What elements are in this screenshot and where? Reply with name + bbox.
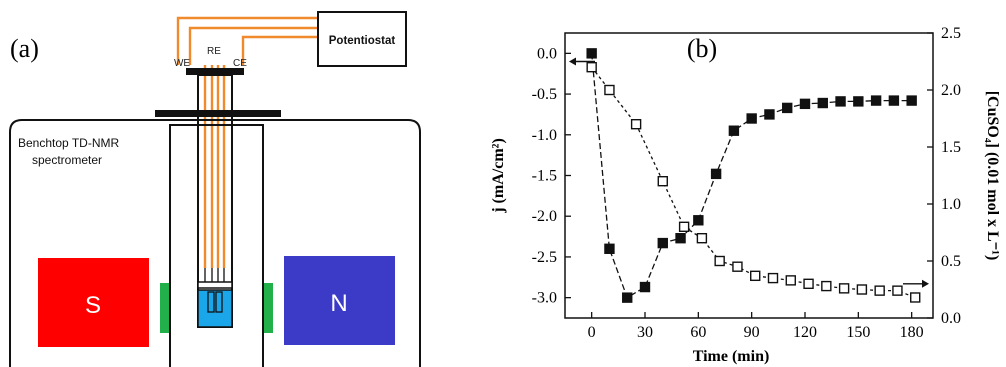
y-left-tick-label: 0.0 [537,45,557,62]
series-2-line [591,66,916,299]
we-label: WE [174,58,190,69]
magnet-s [38,258,149,347]
magnet-s-label: S [85,292,101,319]
concentration-point [714,255,725,267]
y-right-tick-label: 0.5 [941,253,961,270]
electrode-wires [176,16,318,268]
current-density-point [835,96,846,107]
concentration-point [750,270,761,282]
spectrometer-label-line1: Benchtop TD-NMR [18,136,119,150]
electrode-tips [204,268,225,313]
panel-b-label: (b) [687,34,717,63]
x-tick-label: 90 [744,324,760,341]
current-density-point [728,125,740,136]
x-tick-label: 30 [637,324,653,341]
current-density-point [710,168,722,180]
current-density-point [906,95,917,106]
x-axis-title: Time (min) [693,348,770,365]
y-right-tick-label: 1.0 [941,196,961,213]
y-left-tick-label: -0.5 [532,86,557,103]
current-density-point [604,243,615,254]
right-axis-arrowhead [922,279,929,288]
y-right-tick-label: 0.0 [941,310,961,327]
current-density-point [675,232,686,244]
electrolyte-cell [197,289,233,328]
concentration-point [910,292,921,303]
cell-cap [186,68,244,75]
potentiostat-box [317,11,407,67]
left-axis-arrowhead [569,57,576,66]
spectrometer-body [9,119,421,367]
concentration-point [821,280,832,292]
plot-frame [564,32,934,319]
current-density-point [888,95,900,106]
y-left-tick-label: -3.0 [532,290,557,307]
panel-a-label: (a) [10,34,39,63]
x-tick-label: 60 [690,324,706,341]
concentration-point [892,285,903,296]
concentration-point [785,275,796,286]
current-density-point [817,97,828,109]
re-label: RE [207,46,221,57]
x-tick-label: 180 [900,324,924,341]
concentration-point [732,261,743,272]
x-tick-label: 120 [793,324,817,341]
current-density-point [622,292,633,303]
magnet-n [284,256,395,345]
y-right-axis-title: [CuSO₄] (0.01 mol x L⁻¹) [984,91,1001,261]
nmr-setup-diagram: (a) Potentiostat WE RE CE Benchtop TD-NM… [9,11,421,367]
magnet-n-label: N [330,290,347,317]
concentration-point [678,221,690,233]
shim-right [264,283,273,333]
magnet-bore [169,124,264,367]
y-right-tick-label: 2.5 [941,25,961,42]
concentration-point [604,84,615,96]
y-left-tick-label: -1.5 [532,168,557,185]
concentration-point [856,284,868,295]
current-density-point [657,237,668,249]
current-density-point [799,98,811,110]
ce-label: CE [233,58,247,69]
current-density-point [693,215,704,226]
current-density-point [586,48,597,59]
shim-left [160,283,169,333]
y-right-tick-label: 2.0 [941,82,961,99]
top-plate [155,110,281,117]
concentration-point [874,285,885,296]
concentration-point [657,175,668,187]
y-left-tick-label: -2.5 [532,249,557,266]
y-left-tick-label: -1.0 [532,127,557,144]
current-concentration-chart: (b) 0 30 60 90 120 150 180 0.0 -0.5 -1.0 -1.5 -2.0 -2… [490,25,1001,365]
current-density-point [764,109,775,120]
potentiostat-label: Potentiostat [329,35,396,47]
series-1-line [591,53,912,299]
cell-holder [197,281,233,289]
y-left-tick-label: -2.0 [532,208,557,225]
y-left-axis-title: j (mA/cm²) [490,138,507,214]
current-density-point [853,96,864,107]
y-right-tick-label: 1.5 [941,139,961,156]
current-density-point [639,281,651,293]
concentration-point [803,278,814,289]
current-density-point [870,95,882,106]
x-tick-label: 0 [588,324,596,341]
current-density-point [746,113,757,124]
x-tick-label: 150 [846,324,870,341]
current-density-point [782,102,793,114]
concentration-point [838,283,850,294]
concentration-point [767,272,779,284]
concentration-point [586,62,597,73]
spectrometer-label-line2: spectrometer [32,153,102,167]
concentration-point [696,232,708,244]
concentration-point [630,118,642,130]
